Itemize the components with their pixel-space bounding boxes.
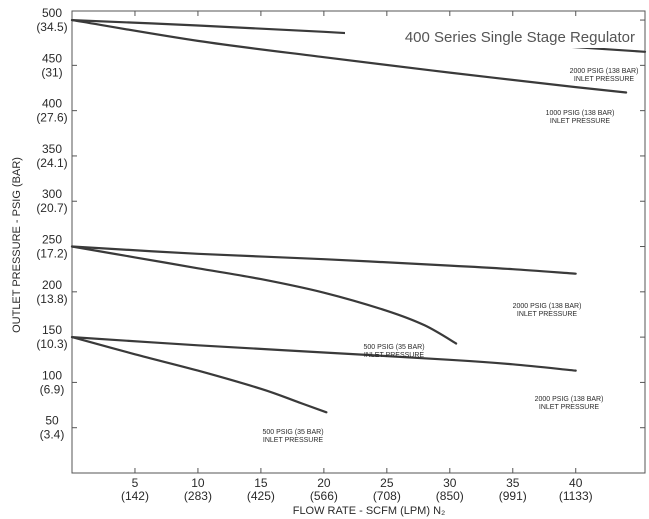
y-tick-label: 100 <box>42 368 62 382</box>
series-1-label-line1: 2000 PSIG (138 BAR) <box>570 68 639 75</box>
y-tick-sublabel: (20.7) <box>36 201 67 215</box>
series-2-label-line2: INLET PRESSURE <box>550 118 610 125</box>
x-tick-label: 25 <box>380 476 394 490</box>
series-1-label-line2: INLET PRESSURE <box>574 76 634 83</box>
x-tick-label: 30 <box>443 476 457 490</box>
y-tick-sublabel: (13.8) <box>36 292 67 306</box>
y-tick-label: 400 <box>42 97 62 111</box>
y-tick-label: 350 <box>42 142 62 156</box>
series-2-label-line1: 1000 PSIG (138 BAR) <box>546 110 615 117</box>
x-axis-title: FLOW RATE - SCFM (LPM) N₂ <box>293 505 446 517</box>
series-4-label-line1: 500 PSIG (35 BAR) <box>363 344 424 351</box>
x-tick-label: 35 <box>506 476 520 490</box>
x-tick-sublabel: (708) <box>373 489 401 503</box>
series-6-label-line2: INLET PRESSURE <box>263 437 323 444</box>
y-tick-label: 150 <box>42 323 62 337</box>
x-tick-sublabel: (850) <box>436 489 464 503</box>
x-tick-sublabel: (142) <box>121 489 149 503</box>
x-tick-sublabel: (283) <box>184 489 212 503</box>
x-tick-label: 40 <box>569 476 583 490</box>
series-5-line <box>72 337 576 371</box>
x-tick-label: 10 <box>191 476 205 490</box>
series-3-label-line2: INLET PRESSURE <box>517 311 577 318</box>
y-tick-label: 50 <box>45 414 59 428</box>
y-axis-ticks: 500(34.5) 450(31) 400(27.6) 350(24.1) 300(20… <box>36 6 645 442</box>
series-layer <box>72 20 645 412</box>
y-tick-sublabel: (27.6) <box>36 111 67 125</box>
series-6-line <box>72 337 326 412</box>
y-tick-label: 200 <box>42 278 62 292</box>
y-tick-sublabel: (3.4) <box>40 428 65 442</box>
y-tick-sublabel: (17.2) <box>36 247 67 261</box>
series-4-line <box>72 247 456 344</box>
y-tick-label: 250 <box>42 233 62 247</box>
y-tick-sublabel: (34.5) <box>36 20 67 34</box>
y-tick-sublabel: (24.1) <box>36 156 67 170</box>
series-5-label-line1: 2000 PSIG (138 BAR) <box>535 396 604 403</box>
series-3-label-line1: 2000 PSIG (138 BAR) <box>513 303 582 310</box>
x-tick-sublabel: (1133) <box>559 489 593 503</box>
x-axis-ticks: 5(142) 10(283) 15(425) 20(566) 25(708) 30(850… <box>121 11 593 503</box>
x-tick-label: 15 <box>254 476 268 490</box>
series-4-label-line2: INLET PRESSURE <box>364 352 424 359</box>
series-5-label-line2: INLET PRESSURE <box>539 404 599 411</box>
chart-title: 400 Series Single Stage Regulator <box>405 29 635 46</box>
y-tick-sublabel: (6.9) <box>40 382 65 396</box>
y-tick-label: 300 <box>42 187 62 201</box>
y-tick-label: 450 <box>42 51 62 65</box>
x-tick-sublabel: (425) <box>247 489 275 503</box>
y-tick-sublabel: (10.3) <box>36 337 67 351</box>
x-tick-sublabel: (566) <box>310 489 338 503</box>
series-6-label-line1: 500 PSIG (35 BAR) <box>262 429 323 436</box>
y-tick-sublabel: (31) <box>41 65 62 79</box>
y-axis-title: OUTLET PRESSURE - PSIG (BAR) <box>11 157 23 333</box>
x-tick-label: 5 <box>132 476 139 490</box>
x-tick-label: 20 <box>317 476 331 490</box>
y-tick-label: 500 <box>42 6 62 20</box>
x-tick-sublabel: (991) <box>499 489 527 503</box>
